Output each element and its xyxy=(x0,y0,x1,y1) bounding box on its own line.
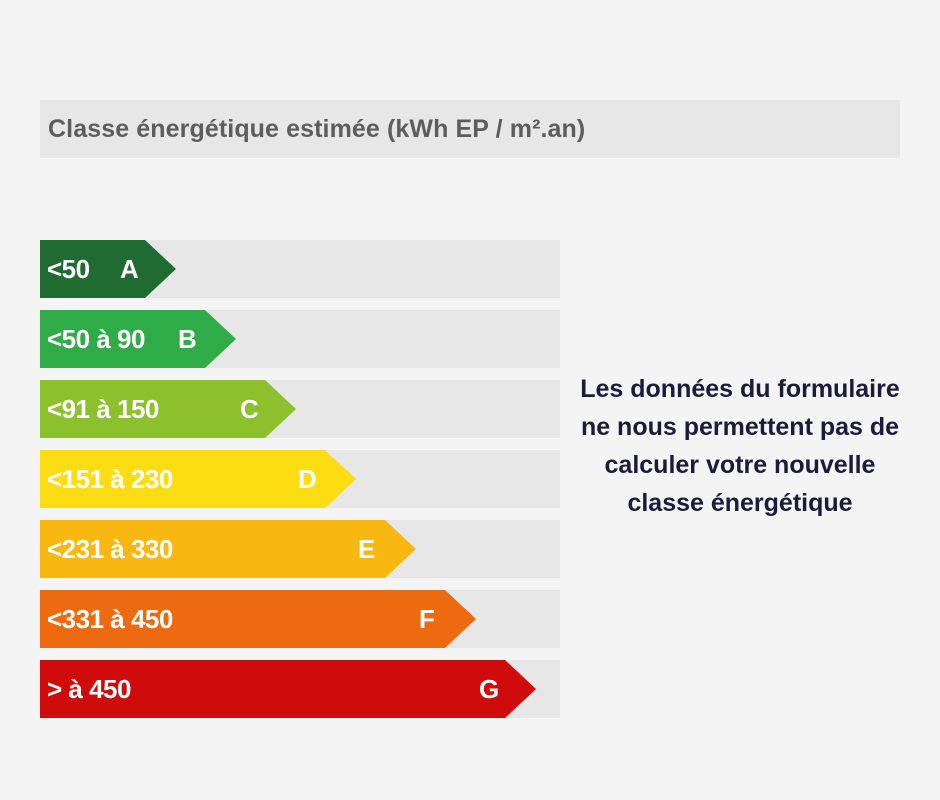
energy-arrow-e xyxy=(40,520,416,578)
energy-band-c xyxy=(40,380,296,438)
energy-class-row-c: <91 à 150 C xyxy=(40,380,560,438)
energy-band-g xyxy=(40,660,536,718)
energy-band-a xyxy=(40,240,176,298)
energy-arrow-f xyxy=(40,590,476,648)
energy-arrow-c xyxy=(40,380,296,438)
energy-class-row-a: <50 A xyxy=(40,240,560,298)
energy-range-a: <50 xyxy=(47,254,90,284)
estimated-class-header: Classe énergétique estimée (kWh EP / m².… xyxy=(40,100,900,158)
energy-letter-c: C xyxy=(240,394,259,424)
energy-class-scale: <50 A <50 à 90 B <91 à 150 C <151 à 230 … xyxy=(40,240,560,730)
energy-letter-d: D xyxy=(298,464,317,494)
energy-arrow-d xyxy=(40,450,356,508)
energy-band-e xyxy=(40,520,416,578)
calculation-unavailable-message: Les données du formulaire ne nous permet… xyxy=(580,375,900,517)
energy-range-c: <91 à 150 xyxy=(47,394,159,424)
energy-arrow-b xyxy=(40,310,236,368)
energy-class-row-f: <331 à 450 F xyxy=(40,590,560,648)
energy-letter-g: G xyxy=(479,674,500,704)
energy-range-g: > à 450 xyxy=(47,674,131,704)
energy-range-b: <50 à 90 xyxy=(47,324,145,354)
energy-range-e: <231 à 330 xyxy=(47,534,173,564)
energy-letter-b: B xyxy=(178,324,197,354)
header-title: Classe énergétique estimée (kWh EP / m².… xyxy=(48,114,586,143)
energy-class-row-b: <50 à 90 B xyxy=(40,310,560,368)
energy-letter-f: F xyxy=(419,604,435,634)
energy-class-row-g: > à 450 G xyxy=(40,660,560,718)
energy-band-d xyxy=(40,450,356,508)
energy-class-row-e: <231 à 330 E xyxy=(40,520,560,578)
energy-arrow-g xyxy=(40,660,536,718)
energy-letter-e: E xyxy=(358,534,376,564)
energy-letter-a: A xyxy=(120,254,139,284)
energy-arrow-a xyxy=(40,240,176,298)
energy-range-d: <151 à 230 xyxy=(47,464,173,494)
energy-band-b xyxy=(40,310,236,368)
energy-range-f: <331 à 450 xyxy=(47,604,173,634)
energy-class-row-d: <151 à 230 D xyxy=(40,450,560,508)
energy-band-f xyxy=(40,590,476,648)
